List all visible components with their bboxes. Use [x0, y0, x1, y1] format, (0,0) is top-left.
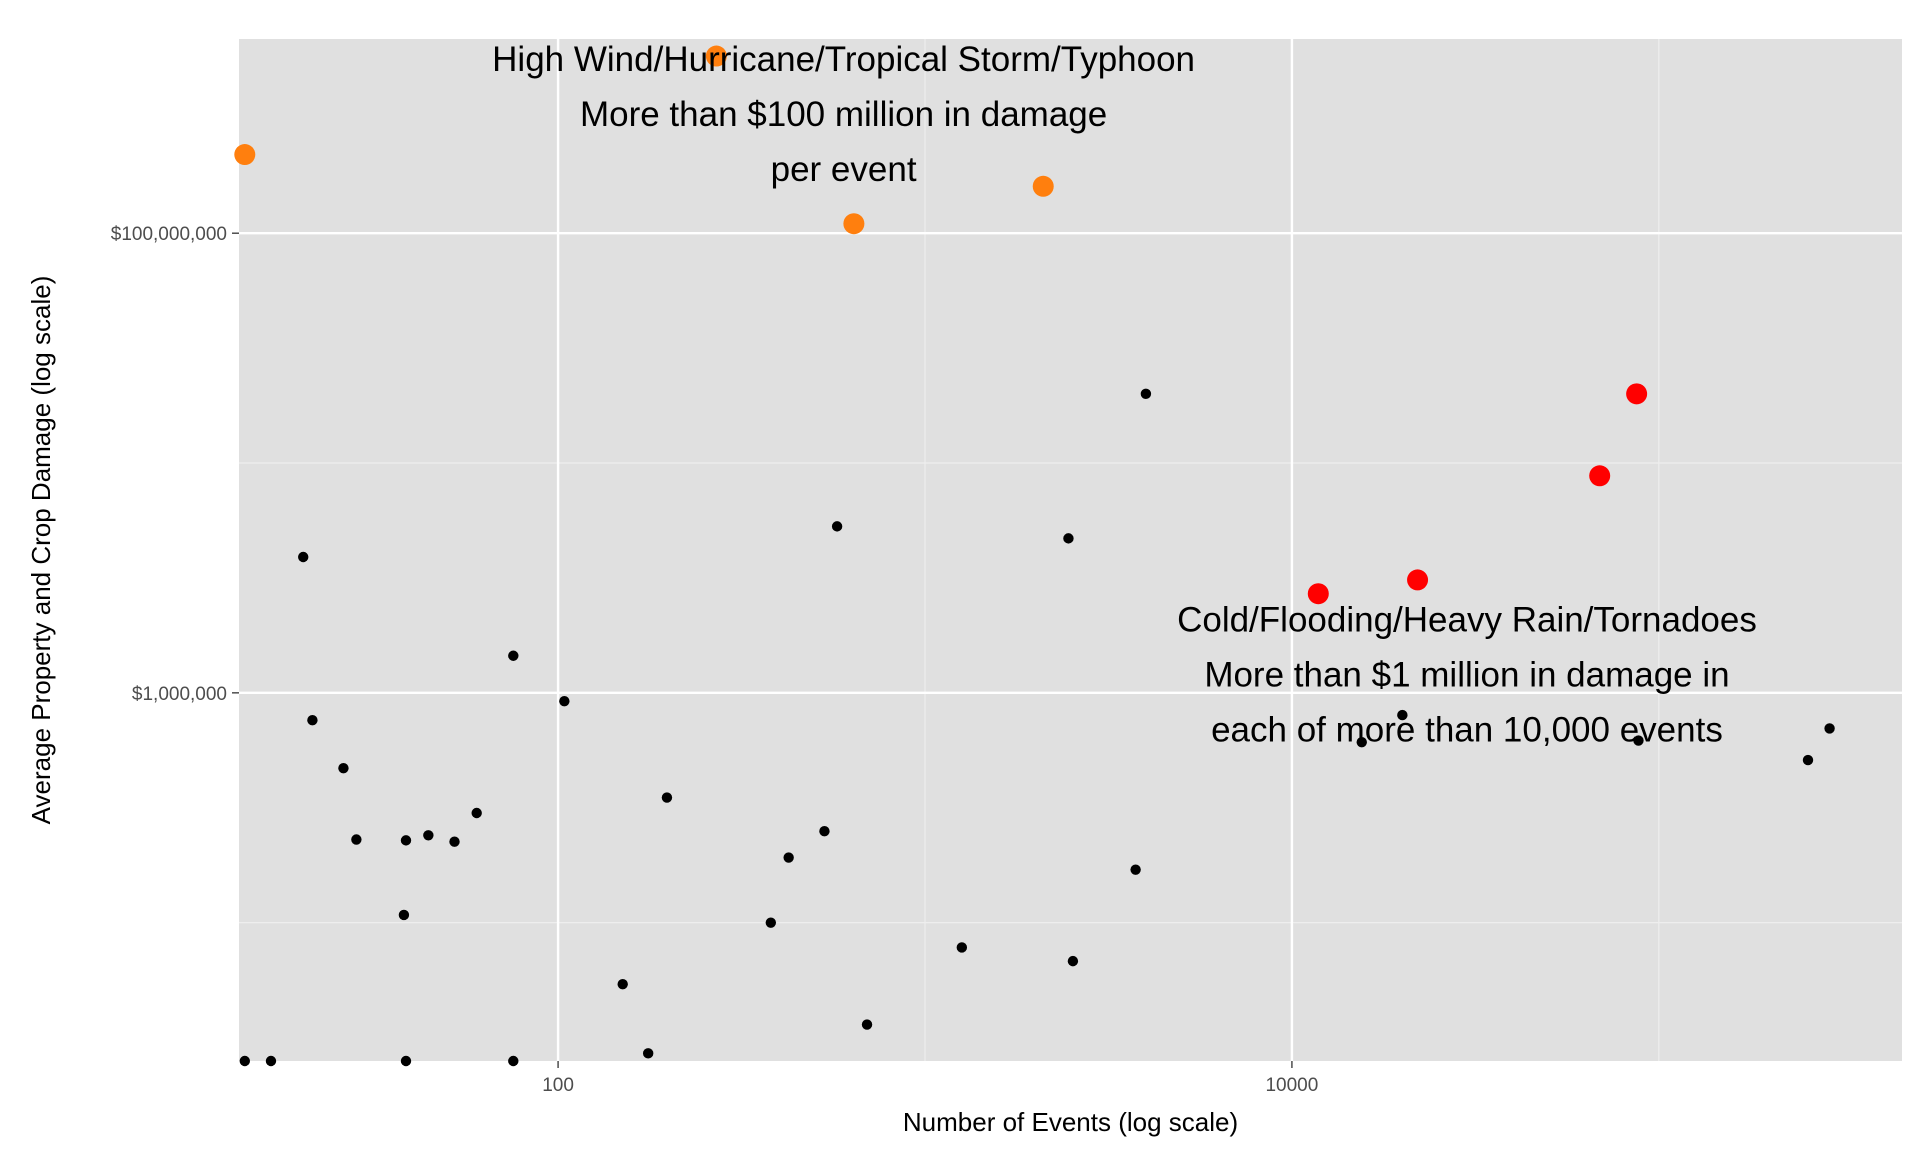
annotation-line: each of more than 10,000 events: [1211, 711, 1723, 750]
annotation-line: Cold/Flooding/Heavy Rain/Tornadoes: [1177, 601, 1757, 640]
data-point: [508, 1055, 519, 1067]
annotation-text: Cold/Flooding/Heavy Rain/Tornadoes More t…: [1177, 601, 1757, 750]
data-point: [298, 551, 309, 563]
data-point: [423, 830, 434, 841]
y-tick-label: $100,000,000: [111, 224, 227, 245]
data-point: [642, 1048, 654, 1059]
y-axis-title: Average Property and Crop Damage (log sc…: [26, 276, 56, 825]
x-tick-label: 100: [542, 1075, 574, 1096]
data-point: [400, 835, 412, 846]
data-point: [661, 792, 673, 803]
data-point: [398, 909, 410, 921]
data-point: [819, 825, 830, 837]
data-point: [1067, 955, 1079, 967]
data-point: [765, 917, 777, 928]
data-point-flood: [1626, 383, 1648, 405]
annotation-line: per event: [771, 150, 917, 189]
data-point: [956, 942, 968, 953]
data-point: [1140, 388, 1152, 400]
annotation-line: More than $100 million in damage: [580, 95, 1107, 134]
data-point: [1356, 736, 1367, 748]
data-point: [449, 836, 460, 847]
data-point: [471, 807, 482, 819]
data-point: [508, 650, 519, 661]
data-point: [783, 852, 794, 863]
major-gridlines: [239, 39, 1902, 1061]
data-point: [1824, 723, 1835, 734]
data-point: [338, 762, 349, 774]
data-point: [239, 1055, 250, 1067]
y-tick-label: $1,000,000: [132, 684, 227, 705]
data-point: [1633, 735, 1644, 746]
x-tick-label: 10000: [1265, 1075, 1318, 1096]
data-point: [831, 521, 843, 532]
data-point-high-wind: [234, 144, 256, 166]
annotations: High Wind/Hurricane/Tropical Storm/Typho…: [492, 40, 1757, 750]
plot-panel: [239, 39, 1902, 1061]
data-point: [559, 695, 570, 707]
data-point: [400, 1055, 412, 1067]
data-point: [1397, 709, 1408, 721]
minor-gridlines: [239, 39, 1902, 1061]
data-point: [351, 834, 362, 845]
data-point-high-wind: [1032, 175, 1054, 197]
data-point-high-wind: [705, 45, 727, 67]
annotation-line: More than $1 million in damage in: [1204, 656, 1729, 695]
tick-labels: 100 10000 $1,000,000 $100,000,000: [111, 224, 1319, 1096]
data-point: [1802, 754, 1814, 766]
data-point: [307, 715, 318, 726]
data-point: [265, 1055, 277, 1067]
axis-ticks: [232, 232, 1293, 1068]
x-axis-title: Number of Events (log scale): [903, 1107, 1238, 1137]
data-point-flood: [1407, 569, 1429, 591]
annotation-line: High Wind/Hurricane/Tropical Storm/Typho…: [492, 40, 1195, 79]
data-point-flood: [1307, 583, 1329, 605]
annotation-text: High Wind/Hurricane/Tropical Storm/Typho…: [492, 40, 1195, 189]
data-point-high-wind: [843, 213, 865, 235]
data-point: [1130, 864, 1141, 875]
data-point: [861, 1019, 873, 1030]
data-points: [234, 45, 1835, 1067]
data-point-flood: [1589, 465, 1611, 487]
data-point: [1063, 533, 1074, 544]
data-point: [617, 978, 628, 990]
